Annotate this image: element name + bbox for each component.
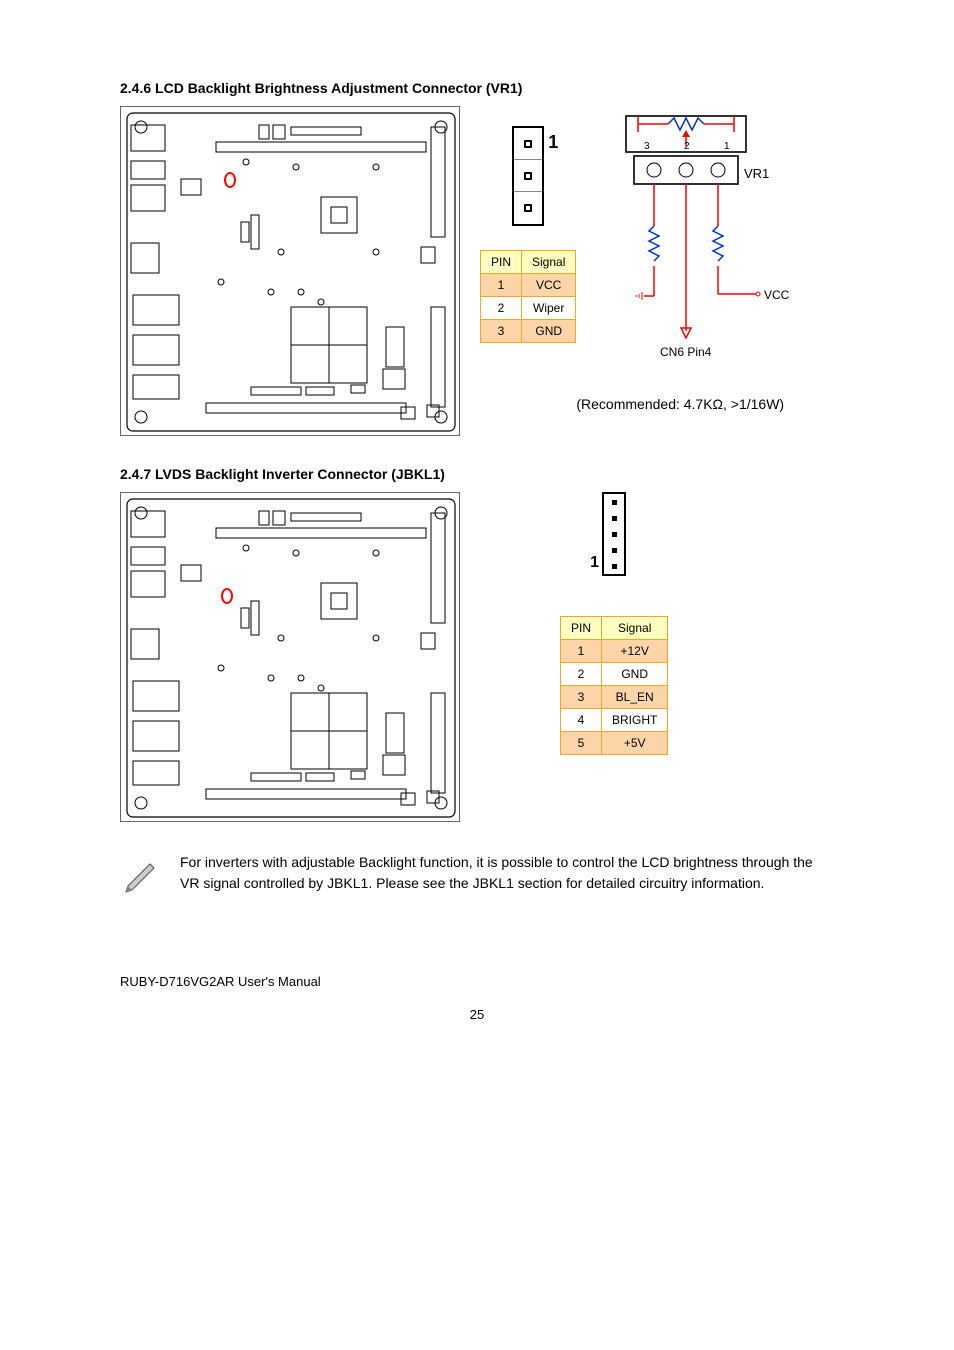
page-number: 25 [80, 1007, 874, 1022]
vr1-pin-table: PIN Signal 1VCC 2Wiper 3GND [480, 250, 576, 343]
table-row: 1+12V [561, 640, 668, 663]
jbkl1-pin-table: PIN Signal 1+12V 2GND 3BL_EN 4BRIGHT 5+5… [560, 616, 668, 755]
table-row: 4BRIGHT [561, 709, 668, 732]
table-row: 2GND [561, 663, 668, 686]
th-pin: PIN [561, 617, 602, 640]
vr1-connector: 1 [512, 126, 544, 226]
th-signal: Signal [522, 251, 576, 274]
circuit-vr1-label: VR1 [744, 166, 769, 181]
jbkl1-connector: 1 [602, 492, 626, 576]
circuit-pin1: 1 [724, 141, 730, 152]
table-row: 2Wiper [481, 297, 576, 320]
circuit-pin2: 2 [684, 141, 690, 152]
section2-row: 1 PIN Signal 1+12V 2GND 3BL_EN 4BRIGHT 5… [120, 492, 874, 822]
jbkl1-col: 1 PIN Signal 1+12V 2GND 3BL_EN 4BRIGHT 5… [560, 492, 668, 755]
table-row: 3GND [481, 320, 576, 343]
circuit-pin3: 3 [644, 141, 650, 152]
circuit-cn6: CN6 Pin4 [660, 345, 712, 359]
mb-svg-1 [121, 107, 461, 437]
vr1-connector-col: 1 PIN Signal 1VCC 2Wiper 3GND [480, 126, 576, 343]
pin1-label-2: 1 [590, 554, 599, 572]
mb-svg-2 [121, 493, 461, 823]
pin1-label: 1 [548, 132, 558, 153]
th-signal: Signal [602, 617, 668, 640]
note-text: For inverters with adjustable Backlight … [180, 852, 834, 894]
vr1-circuit: 3 2 1 VR1 [606, 106, 806, 386]
recommended-note: (Recommended: 4.7KΩ, >1/16W) [576, 396, 806, 412]
highlight-circle-1 [224, 172, 236, 188]
section1-title: 2.4.6 LCD Backlight Brightness Adjustmen… [120, 80, 874, 96]
note-row: For inverters with adjustable Backlight … [120, 852, 834, 894]
th-pin: PIN [481, 251, 522, 274]
page: 2.4.6 LCD Backlight Brightness Adjustmen… [0, 0, 954, 1062]
section1-row: 1 PIN Signal 1VCC 2Wiper 3GND [120, 106, 874, 436]
table-row: 1VCC [481, 274, 576, 297]
circuit-col: 3 2 1 VR1 [606, 106, 806, 412]
table-row: 5+5V [561, 732, 668, 755]
pencil-icon [120, 852, 162, 894]
circuit-vcc: VCC [764, 288, 790, 302]
highlight-circle-2 [221, 588, 233, 604]
section2-title: 2.4.7 LVDS Backlight Inverter Connector … [120, 466, 874, 482]
table-row: 3BL_EN [561, 686, 668, 709]
motherboard-schematic-2 [120, 492, 460, 822]
motherboard-schematic-1 [120, 106, 460, 436]
footer-left: RUBY-D716VG2AR User's Manual [120, 974, 874, 989]
